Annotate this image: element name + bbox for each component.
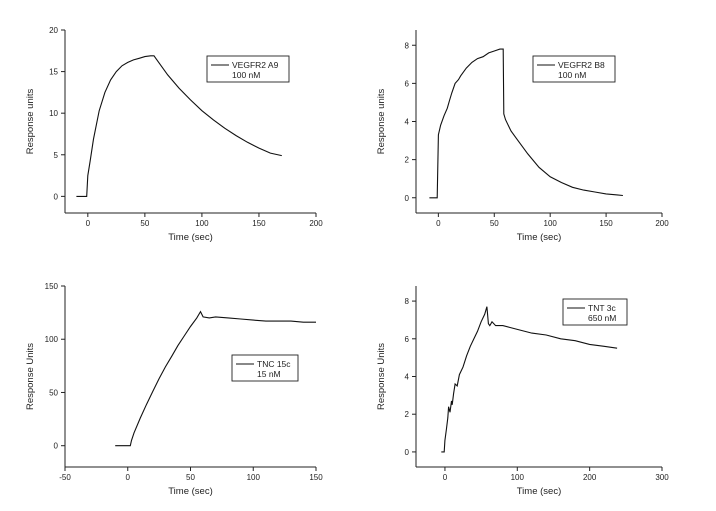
y-tick-label: 50 bbox=[49, 388, 58, 397]
series-line-vegfr2-a9 bbox=[76, 55, 282, 197]
x-tick-label: 100 bbox=[511, 473, 525, 482]
y-tick-label: 8 bbox=[405, 297, 410, 306]
y-axis-title: Response units bbox=[376, 89, 387, 155]
y-tick-label: 6 bbox=[405, 79, 410, 88]
legend-box bbox=[206, 55, 290, 83]
x-tick-label: 100 bbox=[544, 219, 558, 228]
legend-series-name: VEGFR2 A9 bbox=[232, 60, 279, 70]
x-tick-label: 200 bbox=[655, 219, 669, 228]
x-axis-title: Time (sec) bbox=[168, 486, 213, 497]
chart-panel-1: 0 50 100 150 200 0 5 10 15 20 Time (sec) Response u… bbox=[25, 26, 323, 243]
legend-box bbox=[562, 298, 628, 326]
x-axis-title: Time (sec) bbox=[517, 232, 562, 243]
x-tick-label: 0 bbox=[436, 219, 441, 228]
y-axis-title: Response Units bbox=[376, 343, 387, 410]
legend-box bbox=[231, 354, 299, 382]
x-axis-title: Time (sec) bbox=[517, 486, 562, 497]
legend-box bbox=[532, 55, 616, 83]
x-tick-label: 100 bbox=[195, 219, 209, 228]
x-tick-label: 200 bbox=[309, 219, 323, 228]
y-tick-label: 6 bbox=[405, 335, 410, 344]
y-tick-label: 15 bbox=[49, 68, 58, 77]
y-axis-title: Response units bbox=[25, 89, 36, 155]
y-tick-label: 5 bbox=[54, 151, 59, 160]
y-axis-title: Response Units bbox=[25, 343, 36, 410]
x-tick-label: 150 bbox=[309, 473, 323, 482]
x-tick-label: 50 bbox=[490, 219, 499, 228]
legend-concentration: 100 nM bbox=[232, 70, 260, 80]
legend-concentration: 100 nM bbox=[558, 70, 586, 80]
y-tick-label: 2 bbox=[405, 410, 410, 419]
x-axis-title: Time (sec) bbox=[168, 232, 213, 243]
series-line-vegfr2-b8 bbox=[429, 48, 623, 199]
y-tick-label: 2 bbox=[405, 156, 410, 165]
x-tick-label: 150 bbox=[252, 219, 266, 228]
y-tick-label: 100 bbox=[45, 335, 59, 344]
y-tick-label: 150 bbox=[45, 282, 59, 291]
x-tick-label: 200 bbox=[583, 473, 597, 482]
y-tick-label: 4 bbox=[405, 373, 410, 382]
y-tick-label: 0 bbox=[54, 192, 59, 201]
legend-series-name: TNC 15c bbox=[257, 359, 291, 369]
legend-series-name: TNT 3c bbox=[588, 303, 616, 313]
y-tick-label: 20 bbox=[49, 26, 58, 35]
y-tick-label: 4 bbox=[405, 118, 410, 127]
series-line-tnc-15c bbox=[115, 310, 316, 447]
x-tick-label: 0 bbox=[86, 219, 91, 228]
x-tick-label: 0 bbox=[126, 473, 131, 482]
x-tick-label: 100 bbox=[247, 473, 261, 482]
chart-panel-3: -50 0 50 100 150 0 50 100 150 Time (sec) Response … bbox=[25, 282, 323, 497]
y-tick-label: 10 bbox=[49, 109, 58, 118]
chart-panel-2: 0 50 100 150 200 0 2 4 6 8 Time (sec) Response unit… bbox=[376, 30, 669, 243]
x-tick-label: -50 bbox=[59, 473, 71, 482]
x-tick-label: 50 bbox=[140, 219, 149, 228]
x-tick-label: 0 bbox=[443, 473, 448, 482]
y-tick-label: 0 bbox=[54, 442, 59, 451]
series-line-tnt-3c bbox=[441, 306, 618, 453]
legend-series-name: VEGFR2 B8 bbox=[558, 60, 605, 70]
y-tick-label: 0 bbox=[405, 448, 410, 457]
legend-concentration: 15 nM bbox=[257, 369, 281, 379]
legend-concentration: 650 nM bbox=[588, 313, 616, 323]
chart-panel-4: 0 100 200 300 0 2 4 6 8 Time (sec) Response Units T… bbox=[376, 286, 669, 497]
x-tick-label: 300 bbox=[655, 473, 669, 482]
y-tick-label: 8 bbox=[405, 41, 410, 50]
x-tick-label: 150 bbox=[599, 219, 613, 228]
x-tick-label: 50 bbox=[186, 473, 195, 482]
y-tick-label: 0 bbox=[405, 194, 410, 203]
